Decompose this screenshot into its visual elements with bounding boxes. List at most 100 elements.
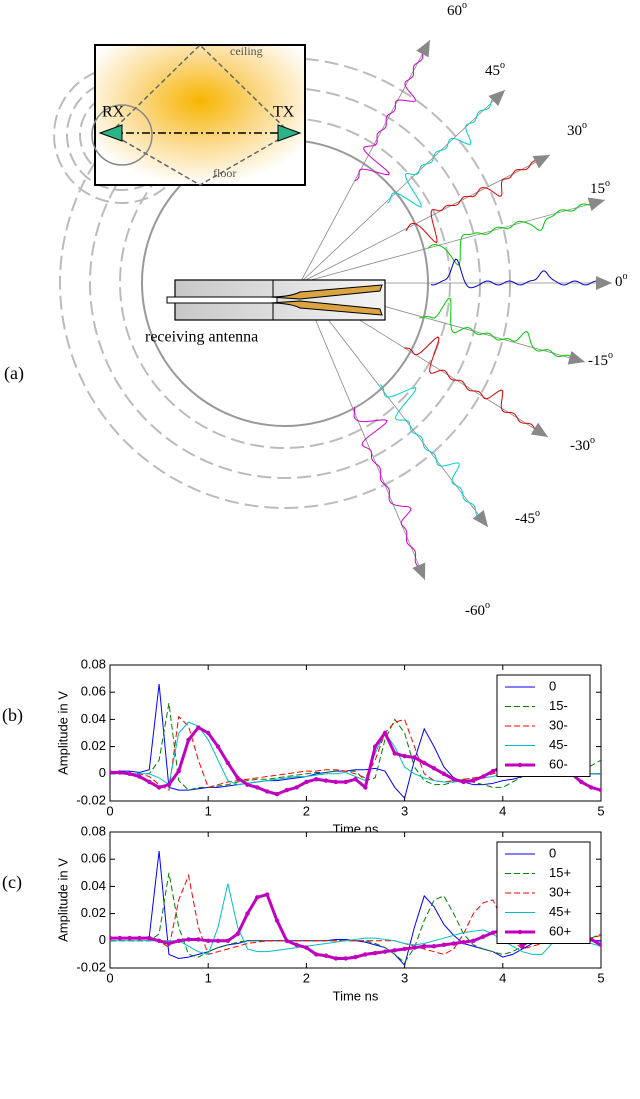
series-marker <box>490 930 496 935</box>
legend-label: 15+ <box>549 865 571 880</box>
angle-value: -30 <box>570 438 590 454</box>
series-marker <box>412 945 417 950</box>
series-marker <box>471 778 476 783</box>
y-axis-label: Amplitude in V <box>55 691 70 775</box>
y-tick-label: 0.02 <box>81 738 106 753</box>
legend-box <box>496 674 591 777</box>
series-marker <box>274 792 280 797</box>
series-marker <box>382 949 388 954</box>
diagram: ceiling floor RX TX receiving antenna (a… <box>4 0 628 619</box>
series-marker <box>363 785 368 790</box>
series-marker <box>579 779 584 785</box>
series-marker <box>598 787 601 793</box>
horn-upper <box>269 284 383 300</box>
series-marker <box>196 725 201 730</box>
series-marker <box>274 918 280 923</box>
angle-label: 15o <box>590 178 610 197</box>
angle-value: -15 <box>588 353 608 369</box>
ray <box>299 39 431 284</box>
angle-label: -30o <box>570 435 595 454</box>
series-marker <box>176 938 181 943</box>
ceiling-label: ceiling <box>230 44 263 58</box>
degree-mark: o <box>590 435 595 446</box>
series-marker <box>392 948 397 953</box>
legend-label: 0 <box>549 845 556 860</box>
series-marker <box>431 766 437 771</box>
ray <box>299 154 551 284</box>
arrowhead <box>416 40 430 58</box>
angle-value: 30 <box>567 123 582 139</box>
series-marker <box>451 941 456 946</box>
series-marker <box>520 944 525 949</box>
series-marker <box>294 942 299 948</box>
degree-mark: o <box>535 508 540 519</box>
degree-mark: o <box>500 60 505 71</box>
arrowhead <box>532 155 550 169</box>
series-marker <box>333 779 339 785</box>
series-marker <box>245 782 250 787</box>
x-tick-label: 0 <box>106 970 113 985</box>
y-tick-label: 0.04 <box>81 878 106 893</box>
series-marker <box>304 945 309 950</box>
series-marker <box>431 944 437 949</box>
series-line <box>110 850 601 967</box>
series-marker <box>441 942 447 948</box>
series-marker <box>451 777 456 782</box>
angle-label: -15o <box>588 350 613 369</box>
tx-antenna <box>277 124 302 142</box>
series-marker <box>353 777 358 782</box>
series-marker <box>382 730 388 736</box>
angle-value: 60 <box>447 3 462 19</box>
ray <box>299 199 606 284</box>
series-marker <box>284 938 289 943</box>
x-tick-label: 3 <box>401 803 408 818</box>
angle-value: 15 <box>590 181 605 197</box>
wavelet <box>419 297 579 363</box>
x-tick-label: 1 <box>205 970 212 985</box>
series-marker <box>225 760 231 766</box>
series-marker <box>441 771 447 776</box>
arrowhead <box>587 197 605 211</box>
degree-mark: o <box>605 178 610 189</box>
series-marker <box>363 952 368 957</box>
x-axis-label: Time ns <box>333 988 379 1003</box>
series-marker <box>343 779 348 785</box>
rx-label: RX <box>102 104 125 121</box>
angle-label: 60o <box>447 0 467 19</box>
series-marker <box>147 935 152 941</box>
series-marker <box>206 730 211 736</box>
series-marker <box>156 938 162 943</box>
series-marker <box>353 954 358 960</box>
series-marker <box>314 952 319 957</box>
wavelet <box>427 201 600 266</box>
ray <box>299 282 426 581</box>
legend-label: 0 <box>549 678 556 693</box>
legend-box <box>496 841 591 944</box>
series-marker <box>314 777 319 782</box>
wavelet <box>353 406 425 574</box>
series-marker <box>422 760 427 766</box>
wavelet <box>387 94 503 208</box>
wavelet <box>405 158 547 244</box>
series-marker <box>480 934 486 939</box>
series-marker <box>127 935 132 941</box>
y-axis-label: Amplitude in V <box>55 858 70 942</box>
angle-label: -60o <box>465 600 490 619</box>
series-marker <box>255 895 260 900</box>
y-tick-label: 0 <box>99 932 106 947</box>
x-tick-label: 5 <box>597 803 604 818</box>
panel-label: (a) <box>4 363 24 384</box>
series-marker <box>110 935 113 941</box>
arrowhead <box>530 422 548 437</box>
series-marker <box>323 778 329 783</box>
wavelet <box>404 336 544 435</box>
panel-label: (c) <box>2 872 22 893</box>
series-marker <box>255 785 260 790</box>
series-marker <box>235 931 240 937</box>
series-line <box>110 702 601 791</box>
series-marker <box>117 770 123 775</box>
series-marker <box>137 774 142 779</box>
